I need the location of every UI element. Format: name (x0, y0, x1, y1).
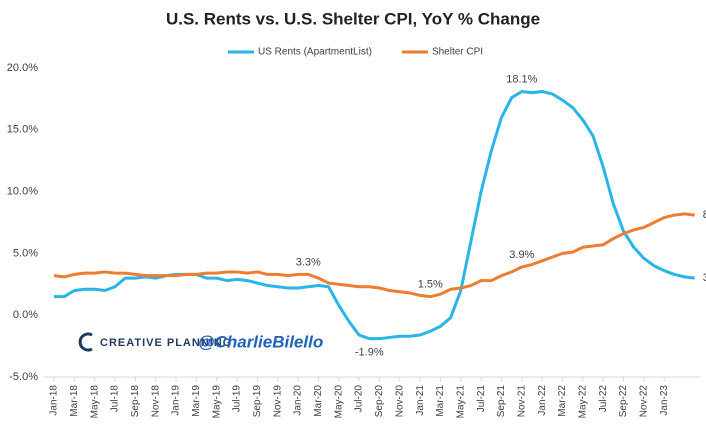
x-tick-label: Jul-20 (354, 385, 365, 413)
watermark: CREATIVE PLANNING @CharlieBilello (78, 332, 323, 352)
x-tick-label: May-22 (577, 385, 588, 419)
x-tick-label: May-19 (211, 385, 222, 419)
x-tick-label: Mar-21 (435, 385, 446, 417)
x-tick-label: Sep-21 (496, 385, 507, 418)
x-tick-label: Sep-18 (130, 385, 141, 418)
x-tick-label: Sep-20 (374, 385, 385, 418)
y-tick-label: 15.0% (7, 124, 38, 136)
x-tick-label: Mar-22 (557, 385, 568, 417)
x-tick-label: Jul-18 (110, 385, 121, 413)
x-tick-label: Jan-20 (293, 385, 304, 416)
y-tick-label: -5.0% (9, 371, 38, 383)
y-tick-label: 20.0% (7, 62, 38, 74)
legend-label: Shelter CPI (432, 47, 483, 58)
data-label: 3.0% (703, 272, 706, 284)
x-tick-label: Mar-18 (69, 385, 80, 417)
data-label: -1.9% (355, 347, 384, 359)
x-tick-label: May-20 (333, 385, 344, 419)
x-tick-label: Mar-19 (191, 385, 202, 417)
x-tick-label: Jan-19 (171, 385, 182, 416)
x-tick-label: May-21 (455, 385, 466, 419)
watermark-logo (78, 332, 93, 352)
series-line (54, 89, 695, 341)
chart-title: U.S. Rents vs. U.S. Shelter CPI, YoY % C… (166, 9, 540, 28)
x-tick-label: Mar-20 (313, 385, 324, 417)
series-line (53, 212, 695, 299)
data-label: 3.3% (296, 256, 321, 268)
x-tick-label: Nov-19 (272, 385, 283, 418)
x-tick-label: Nov-22 (639, 385, 650, 418)
x-tick-label: Nov-20 (394, 385, 405, 418)
x-tick-label: Sep-19 (252, 385, 263, 418)
y-tick-label: 10.0% (7, 186, 38, 198)
x-tick-label: Jan-23 (659, 385, 670, 416)
data-label: 1.5% (418, 279, 443, 291)
data-label: 18.1% (506, 73, 537, 85)
y-tick-label: 5.0% (13, 247, 38, 259)
x-tick-label: Jul-19 (232, 385, 243, 413)
x-tick-label: Nov-18 (150, 385, 161, 418)
x-tick-label: Jan-21 (415, 385, 426, 416)
data-label: 3.9% (509, 249, 534, 261)
x-tick-label: Jan-18 (49, 385, 60, 416)
legend-label: US Rents (ApartmentList) (258, 47, 372, 58)
x-tick-label: Sep-22 (618, 385, 629, 418)
watermark-handle: @CharlieBilello (198, 332, 323, 351)
x-tick-label: Jan-22 (537, 385, 548, 416)
watermark-brand: CREATIVE PLANNING (100, 337, 232, 349)
data-label: 8.1% (703, 209, 706, 221)
x-tick-label: Jul-22 (598, 385, 609, 413)
x-tick-label: Jul-21 (476, 385, 487, 413)
x-tick-label: May-18 (89, 385, 100, 419)
y-tick-label: 0.0% (13, 309, 38, 321)
x-tick-label: Nov-21 (516, 385, 527, 418)
